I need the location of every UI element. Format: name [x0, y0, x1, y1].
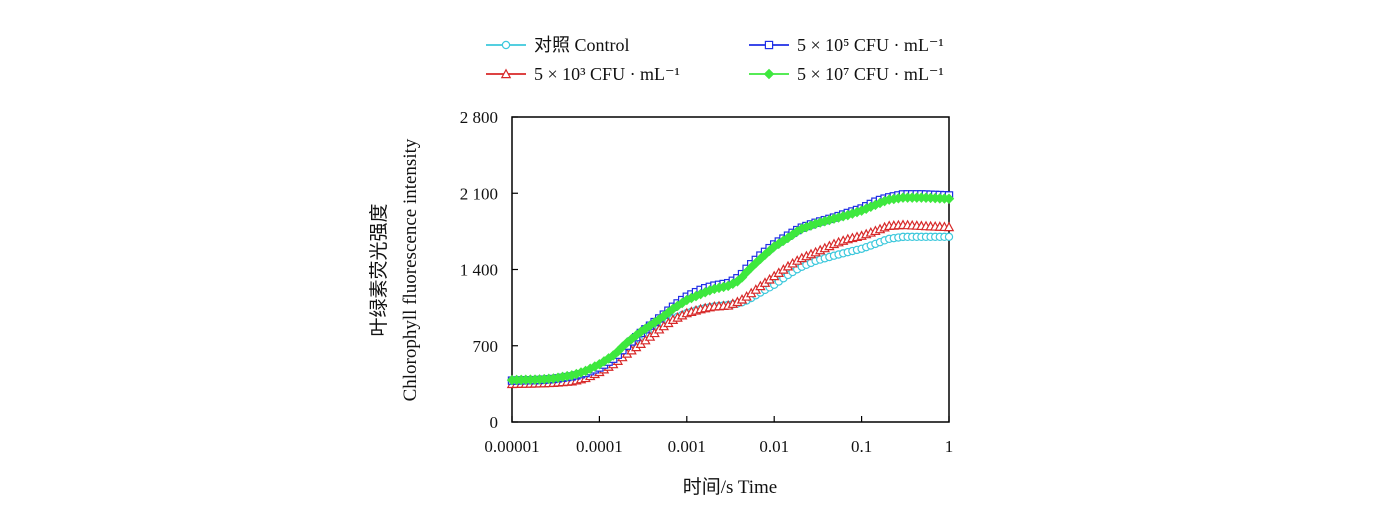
- data-point: [500, 68, 512, 79]
- data-point: [501, 40, 511, 50]
- y-axis-title-cn: 叶绿素荧光强度: [368, 203, 390, 336]
- legend-label: 5 × 10⁵ CFU · mL⁻¹: [797, 35, 944, 55]
- x-axis-title: 时间/s Time: [683, 476, 778, 498]
- data-point: [943, 193, 955, 204]
- data-point: [763, 68, 775, 80]
- chart-legend: 对照 Control 5 × 10⁵ CFU · mL⁻¹ 5 × 10³ CFU …: [486, 35, 944, 84]
- y-axis-title-en: Chlorophyll fluorescence intensity: [400, 138, 421, 401]
- series-1: [506, 219, 955, 389]
- y-tick-label: 1 400: [460, 261, 498, 280]
- legend-item: 5 × 10³ CFU · mL⁻¹: [486, 64, 680, 84]
- legend-label: 5 × 10⁷ CFU · mL⁻¹: [797, 64, 944, 84]
- x-axis: 0.00001 0.0001 0.001 0.01 0.1 1: [484, 416, 953, 456]
- x-tick-label: 0.001: [668, 437, 706, 456]
- legend-item: 对照 Control: [486, 35, 630, 55]
- data-point: [944, 232, 954, 242]
- legend-item: 5 × 10⁵ CFU · mL⁻¹: [749, 35, 944, 55]
- y-axis: 0 700 1 400 2 100 2 800: [460, 108, 518, 432]
- data-point: [943, 221, 955, 232]
- data-point: [764, 40, 774, 50]
- legend-label: 5 × 10³ CFU · mL⁻¹: [534, 64, 680, 84]
- data-point: [736, 272, 748, 283]
- y-tick-label: 2 100: [460, 184, 498, 203]
- y-tick-label: 0: [490, 413, 499, 432]
- x-tick-label: 1: [945, 437, 954, 456]
- series-layer: [506, 190, 955, 389]
- x-tick-label: 0.1: [851, 437, 872, 456]
- y-tick-label: 2 800: [460, 108, 498, 127]
- series-3: [506, 192, 955, 386]
- x-tick-label: 0.01: [759, 437, 789, 456]
- legend-label: 对照 Control: [534, 35, 630, 55]
- x-tick-label: 0.00001: [484, 437, 539, 456]
- x-tick-label: 0.0001: [576, 437, 623, 456]
- legend-item: 5 × 10⁷ CFU · mL⁻¹: [749, 64, 944, 84]
- y-tick-label: 700: [473, 337, 499, 356]
